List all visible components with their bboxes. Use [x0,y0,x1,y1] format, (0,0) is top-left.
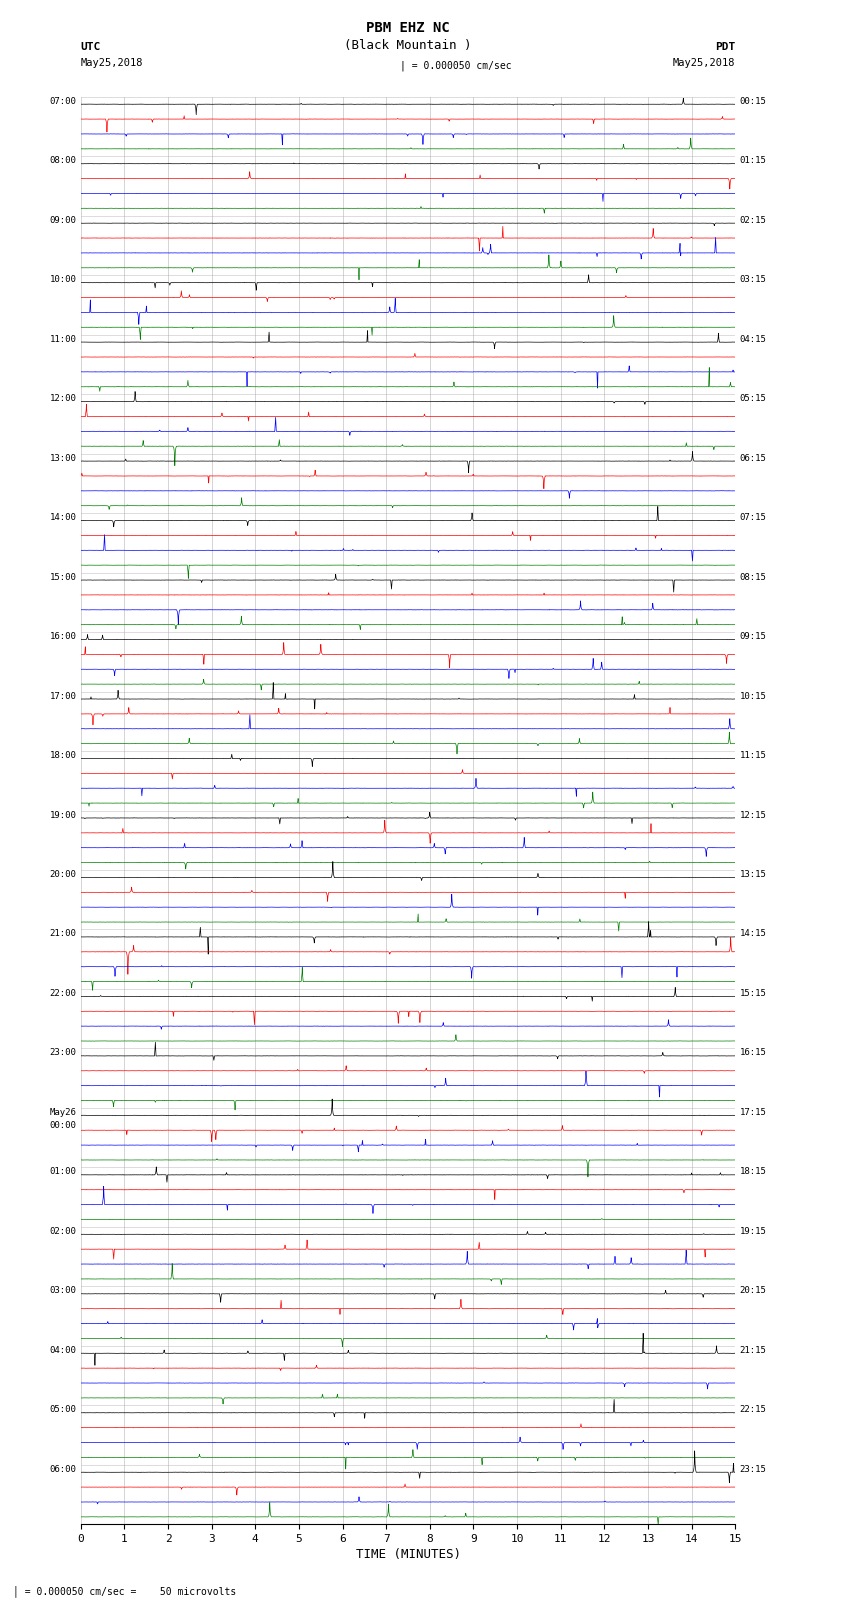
Text: 23:00: 23:00 [49,1048,76,1058]
Text: 20:15: 20:15 [740,1287,767,1295]
Text: 14:15: 14:15 [740,929,767,939]
Text: UTC: UTC [81,42,101,52]
Text: (Black Mountain ): (Black Mountain ) [344,39,472,52]
Text: 01:00: 01:00 [49,1168,76,1176]
Text: 17:15: 17:15 [740,1108,767,1116]
Text: May25,2018: May25,2018 [81,58,144,68]
Text: 21:15: 21:15 [740,1345,767,1355]
Text: 03:15: 03:15 [740,276,767,284]
Text: 11:15: 11:15 [740,752,767,760]
Text: 09:15: 09:15 [740,632,767,640]
Text: 15:15: 15:15 [740,989,767,998]
Text: 22:15: 22:15 [740,1405,767,1415]
Text: 03:00: 03:00 [49,1287,76,1295]
Text: 08:00: 08:00 [49,156,76,165]
Text: 08:15: 08:15 [740,573,767,582]
Text: 20:00: 20:00 [49,869,76,879]
Text: 13:15: 13:15 [740,869,767,879]
Text: 23:15: 23:15 [740,1465,767,1474]
Text: 10:00: 10:00 [49,276,76,284]
Text: 21:00: 21:00 [49,929,76,939]
Text: 06:15: 06:15 [740,453,767,463]
Text: 00:15: 00:15 [740,97,767,106]
Text: 22:00: 22:00 [49,989,76,998]
Text: 07:15: 07:15 [740,513,767,523]
Text: 11:00: 11:00 [49,336,76,344]
Text: 15:00: 15:00 [49,573,76,582]
Text: 09:00: 09:00 [49,216,76,224]
Text: 02:15: 02:15 [740,216,767,224]
Text: 19:15: 19:15 [740,1227,767,1236]
Text: 01:15: 01:15 [740,156,767,165]
Text: 17:00: 17:00 [49,692,76,700]
Text: 04:15: 04:15 [740,336,767,344]
Text: 18:15: 18:15 [740,1168,767,1176]
Text: 12:00: 12:00 [49,394,76,403]
Text: May25,2018: May25,2018 [672,58,735,68]
Text: 06:00: 06:00 [49,1465,76,1474]
Text: 16:00: 16:00 [49,632,76,640]
Text: 19:00: 19:00 [49,811,76,819]
Text: 14:00: 14:00 [49,513,76,523]
Text: 18:00: 18:00 [49,752,76,760]
Text: 04:00: 04:00 [49,1345,76,1355]
Text: 12:15: 12:15 [740,811,767,819]
Text: 10:15: 10:15 [740,692,767,700]
X-axis label: TIME (MINUTES): TIME (MINUTES) [355,1548,461,1561]
Text: PBM EHZ NC: PBM EHZ NC [366,21,450,35]
Text: 00:00: 00:00 [49,1121,76,1129]
Text: | = 0.000050 cm/sec: | = 0.000050 cm/sec [400,60,511,71]
Text: 07:00: 07:00 [49,97,76,106]
Text: │ = 0.000050 cm/sec =    50 microvolts: │ = 0.000050 cm/sec = 50 microvolts [13,1586,236,1597]
Text: 02:00: 02:00 [49,1227,76,1236]
Text: PDT: PDT [715,42,735,52]
Text: 16:15: 16:15 [740,1048,767,1058]
Text: 05:00: 05:00 [49,1405,76,1415]
Text: 05:15: 05:15 [740,394,767,403]
Text: 13:00: 13:00 [49,453,76,463]
Text: May26: May26 [49,1108,76,1116]
